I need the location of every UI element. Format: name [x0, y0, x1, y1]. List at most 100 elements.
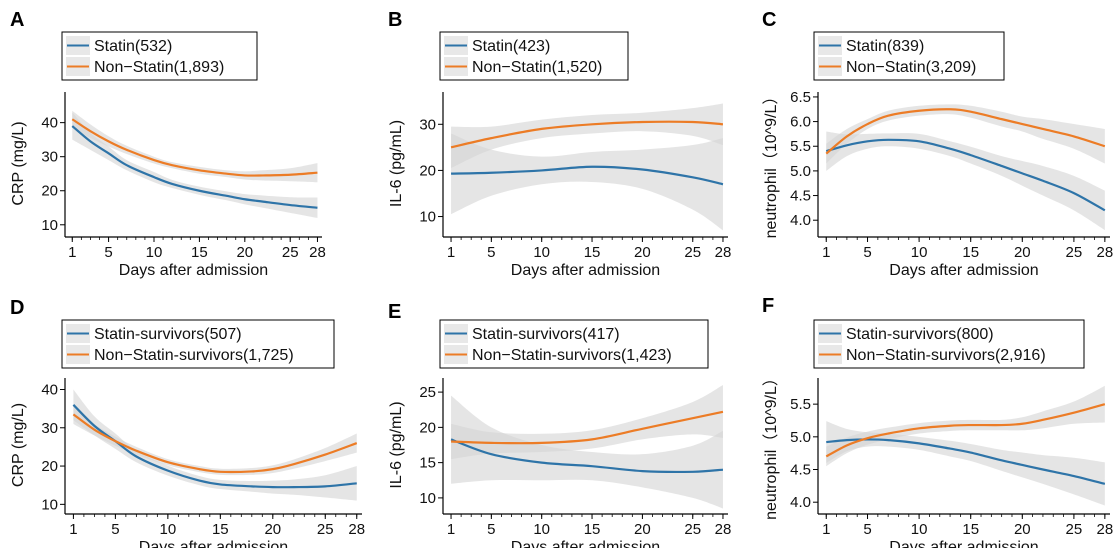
x-tick-label: 1: [69, 521, 77, 538]
y-tick-label: 5.0: [790, 429, 811, 446]
y-tick-label: 20: [41, 183, 58, 200]
x-axis-label: Days after admission: [119, 262, 268, 279]
series-line-1: [825, 108, 1106, 155]
x-tick-label: 15: [962, 521, 979, 538]
legend-entry: Non−Statin(1,520): [472, 59, 602, 76]
legend-entry: Statin(839): [846, 38, 924, 55]
y-tick-label: 30: [419, 116, 436, 133]
legend-box: [439, 319, 709, 369]
x-tick-label: 25: [282, 244, 299, 261]
legend: Statin-survivors(417) Non−Statin-survivor…: [439, 319, 709, 369]
y-tick-label: 4.5: [790, 462, 811, 479]
legend: Statin(839) Non−Statin(3,209): [813, 31, 1005, 81]
x-tick-label: 15: [191, 244, 208, 261]
legend-entry: Statin-survivors(800): [846, 326, 994, 343]
legend-box: [61, 319, 335, 369]
y-tick-label: 5.0: [790, 163, 811, 180]
x-axis-label: Days after admission: [139, 539, 288, 548]
x-tick-label: 5: [487, 244, 495, 261]
x-tick-label: 5: [863, 521, 871, 538]
y-tick-label: 5.5: [790, 396, 811, 413]
confidence-band-0: [72, 112, 318, 218]
panel-letter: E: [388, 301, 401, 323]
confidence-band-1: [72, 110, 318, 183]
series-line-0: [825, 138, 1106, 212]
y-tick-label: 20: [419, 419, 436, 436]
confidence-band-1: [73, 404, 357, 476]
x-tick-label: 28: [309, 244, 326, 261]
confidence-band-1: [451, 385, 723, 460]
y-axis-label: IL-6 (pg/mL): [388, 401, 405, 488]
confidence-band-0: [826, 421, 1105, 506]
x-tick-label: 20: [264, 521, 281, 538]
y-tick-label: 4.5: [790, 188, 811, 205]
legend-entry: Non−Statin-survivors(1,725): [94, 347, 294, 364]
confidence-band-0: [451, 133, 723, 231]
x-tick-label: 25: [684, 521, 701, 538]
y-tick-label: 6.5: [790, 89, 811, 106]
series-line-0: [451, 165, 724, 186]
panel-letter: B: [388, 9, 402, 31]
x-axis-label: Days after admission: [511, 262, 660, 279]
x-tick-label: 5: [863, 244, 871, 261]
legend-box: [813, 31, 1005, 81]
y-tick-label: 10: [419, 209, 436, 226]
x-axis-label: Days after admission: [889, 539, 1038, 548]
y-tick-label: 40: [41, 115, 58, 132]
x-tick-label: 28: [348, 521, 365, 538]
x-tick-label: 1: [822, 521, 830, 538]
legend-entry: Statin-survivors(417): [472, 326, 620, 343]
y-axis-label: neutrophil（10^9/L）: [762, 89, 780, 239]
legend-box: [813, 319, 1085, 369]
y-tick-label: 4.0: [790, 212, 811, 229]
legend-entry: Statin(532): [94, 38, 172, 55]
y-tick-label: 20: [41, 458, 58, 475]
y-tick-label: 10: [419, 490, 436, 507]
x-tick-label: 28: [715, 244, 732, 261]
series-line-1: [450, 120, 724, 149]
x-tick-label: 25: [1066, 244, 1083, 261]
legend-entry: Non−Statin-survivors(2,916): [846, 347, 1046, 364]
x-tick-label: 10: [160, 521, 177, 538]
y-tick-label: 6.0: [790, 114, 811, 131]
legend: Statin-survivors(507) Non−Statin-survivor…: [61, 319, 335, 369]
x-tick-label: 20: [634, 244, 651, 261]
y-tick-label: 20: [419, 162, 436, 179]
legend-box: [61, 31, 258, 81]
x-tick-label: 20: [1014, 521, 1031, 538]
legend-entry: Non−Statin(1,893): [94, 59, 224, 76]
x-tick-label: 10: [146, 244, 163, 261]
x-tick-label: 1: [447, 521, 455, 538]
x-tick-label: 5: [111, 521, 119, 538]
y-axis-label: neutrophil（10^9/L）: [762, 370, 780, 520]
y-axis-label: CRP (mg/L): [10, 403, 27, 487]
panel-letter: A: [10, 9, 24, 31]
x-tick-label: 15: [584, 244, 601, 261]
legend: Statin(423) Non−Statin(1,520): [439, 31, 629, 81]
x-tick-label: 1: [68, 244, 76, 261]
legend-entry: Non−Statin-survivors(1,423): [472, 347, 672, 364]
panel-letter: D: [10, 297, 24, 319]
y-axis-label: IL-6 (pg/mL): [388, 120, 405, 207]
legend: Statin(532) Non−Statin(1,893): [61, 31, 258, 81]
x-tick-label: 1: [822, 244, 830, 261]
x-tick-label: 5: [487, 521, 495, 538]
legend-box: [439, 31, 629, 81]
confidence-band-1: [826, 104, 1105, 164]
confidence-band-1: [451, 103, 723, 169]
panel-letter: F: [762, 295, 774, 317]
series-line-1: [451, 410, 724, 445]
y-axis-label: CRP (mg/L): [10, 121, 27, 205]
y-tick-label: 10: [41, 496, 58, 513]
legend-entry: Statin-survivors(507): [94, 326, 242, 343]
x-tick-label: 20: [1014, 244, 1031, 261]
confidence-band-0: [451, 395, 723, 509]
confidence-band-0: [826, 131, 1105, 231]
y-tick-label: 40: [41, 381, 58, 398]
x-tick-label: 15: [212, 521, 229, 538]
